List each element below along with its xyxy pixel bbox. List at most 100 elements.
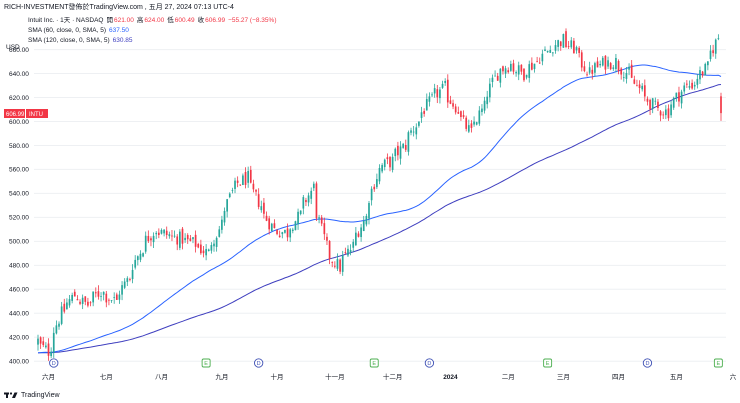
candle-body xyxy=(349,250,352,253)
candle-body xyxy=(87,301,89,306)
symbol-row: Intuit Inc. · 1天 · NASDAQ 開 621.00 高 624.0… xyxy=(28,16,277,26)
footer-brand[interactable]: TradingView xyxy=(4,391,60,399)
candle-body xyxy=(431,94,433,96)
symbol-label[interactable]: Intuit Inc. · 1天 · NASDAQ xyxy=(28,17,104,24)
candle-body xyxy=(94,292,97,294)
earnings-marker xyxy=(201,358,211,368)
candle-body xyxy=(641,85,644,90)
currency-label: USD xyxy=(6,44,20,51)
y-tick-label: 460.00 xyxy=(9,287,29,294)
candle-body xyxy=(452,103,454,107)
candle-body xyxy=(462,115,465,117)
candle-body xyxy=(333,265,336,267)
candle-body xyxy=(654,100,657,102)
candle-body xyxy=(412,131,415,133)
candle-body xyxy=(79,301,81,304)
y-tick-label: 480.00 xyxy=(9,263,29,270)
candle-body xyxy=(617,61,620,72)
earnings-event-icon[interactable]: E xyxy=(201,358,211,368)
candle-body xyxy=(294,221,297,231)
y-tick-label: 620.00 xyxy=(9,95,29,102)
candle-body xyxy=(604,55,607,70)
candle-body xyxy=(257,194,260,207)
earnings-event-icon[interactable]: E xyxy=(543,358,553,368)
dividend-event-icon[interactable]: D xyxy=(49,358,59,368)
price-axis[interactable]: 400.00 420.00 440.00 460.00 480.00 500.00 520.… xyxy=(9,47,29,366)
candle-body xyxy=(365,215,368,225)
x-tick-label: 五月 xyxy=(670,373,683,381)
candle-body xyxy=(633,79,636,84)
candle-body xyxy=(520,64,523,72)
candle-body xyxy=(549,49,552,53)
candle-body xyxy=(326,236,328,241)
candle-body xyxy=(502,66,504,72)
sma60-label: SMA (60, close, 0, SMA, 5) xyxy=(28,27,107,34)
earnings-marker xyxy=(713,358,723,368)
candle-body xyxy=(344,252,347,254)
candle-body xyxy=(678,92,680,102)
candle-body xyxy=(415,127,418,135)
candle-body xyxy=(200,244,202,254)
candle-body xyxy=(533,63,536,70)
candle-body xyxy=(599,63,602,66)
candle-body xyxy=(184,237,186,241)
dividend-event-icon[interactable]: D xyxy=(254,358,264,368)
dividend-marker xyxy=(642,358,653,368)
x-tick-label: 六 xyxy=(730,372,737,381)
sma120-row[interactable]: SMA (120, close, 0, SMA, 5) 630.85 xyxy=(28,36,277,46)
candle-body xyxy=(541,53,544,62)
candle-body xyxy=(179,231,181,248)
candle-body xyxy=(312,183,315,189)
candle-body xyxy=(126,278,129,282)
x-tick-label: 十一月 xyxy=(325,372,345,381)
time-axis[interactable]: 六月 七月 八月 九月 十月 十一月 十二月 2024 二月 三月 四月 五月 六 xyxy=(42,372,737,381)
candle-body xyxy=(239,184,242,186)
candle-body xyxy=(580,52,583,68)
candle-body xyxy=(646,98,649,102)
y-tick-label: 600.00 xyxy=(9,119,29,126)
event-letter: D xyxy=(257,361,261,367)
candle-body xyxy=(428,96,431,102)
candle-body xyxy=(37,338,39,345)
candle-body xyxy=(601,57,604,66)
candle-body xyxy=(284,229,286,233)
candle-body xyxy=(638,84,641,88)
low-value: 600.49 xyxy=(174,17,195,24)
ticker-label: INTU xyxy=(29,112,43,118)
candle-body xyxy=(268,218,271,230)
candle-body xyxy=(701,71,704,76)
candle-body xyxy=(383,159,386,168)
event-letter: E xyxy=(372,361,376,367)
high-key: 高 xyxy=(136,17,144,24)
candle-body xyxy=(391,156,394,170)
candle-body xyxy=(630,64,633,78)
candle-body xyxy=(496,75,499,81)
x-tick-label: 八月 xyxy=(155,373,168,381)
candle-body xyxy=(147,235,150,242)
earnings-event-icon[interactable]: E xyxy=(713,358,723,368)
candle-body xyxy=(323,223,326,235)
dividend-event-icon[interactable]: D xyxy=(642,358,653,368)
candle-body xyxy=(389,156,391,168)
brand-name: TradingView xyxy=(21,391,60,399)
candle-body xyxy=(52,332,55,353)
candle-body xyxy=(570,40,573,48)
candle-body xyxy=(433,88,436,94)
candle-body xyxy=(386,157,389,160)
candle-body xyxy=(160,229,163,234)
sma60-row[interactable]: SMA (60, close, 0, SMA, 5) 637.50 xyxy=(28,26,277,36)
candle-body xyxy=(696,78,699,85)
candle-body xyxy=(707,61,709,66)
earnings-event-icon[interactable]: E xyxy=(369,358,379,368)
dividend-event-icon[interactable]: D xyxy=(424,358,435,368)
candle-body xyxy=(685,83,688,85)
candle-body xyxy=(328,240,331,260)
candle-body xyxy=(297,211,299,225)
candle-body xyxy=(339,259,341,272)
candle-body xyxy=(39,337,42,344)
candle-body xyxy=(478,110,481,124)
candle-body xyxy=(643,85,646,97)
candle-body xyxy=(449,100,452,104)
